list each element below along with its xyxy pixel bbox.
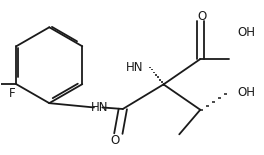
- Text: F: F: [9, 87, 16, 100]
- Text: OH: OH: [237, 27, 255, 40]
- Text: O: O: [110, 134, 120, 147]
- Text: OH: OH: [237, 86, 255, 99]
- Text: O: O: [197, 10, 206, 23]
- Text: HN: HN: [91, 101, 109, 114]
- Text: HN: HN: [126, 61, 144, 74]
